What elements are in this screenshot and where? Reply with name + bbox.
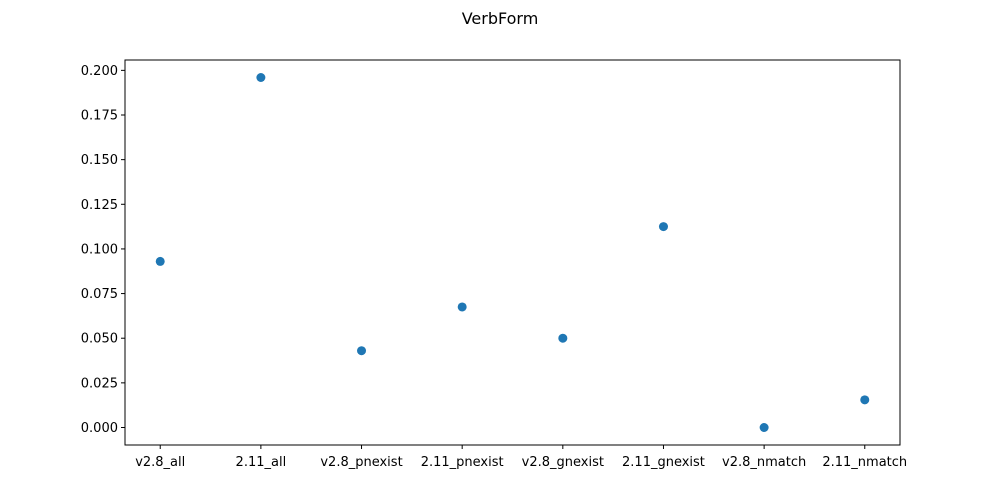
y-tick-label: 0.200 — [81, 64, 118, 79]
y-axis-ticks: 0.000 0.025 0.050 0.075 0.100 0.125 0.150 0.175… — [81, 64, 125, 436]
chart-title: VerbForm — [462, 9, 539, 28]
y-tick-label: 0.000 — [81, 421, 118, 436]
x-tick-label: v2.8_nmatch — [722, 455, 806, 470]
y-tick-label: 0.100 — [81, 242, 118, 257]
plot-frame — [124, 59, 901, 446]
y-tick-label: 0.050 — [81, 332, 118, 347]
y-tick-label: 0.125 — [81, 198, 118, 213]
y-tick-label: 0.150 — [81, 153, 118, 168]
x-tick-label: 2.11_gnexist — [622, 455, 705, 470]
data-point — [155, 256, 165, 266]
data-point — [357, 346, 367, 356]
y-tick-label: 0.075 — [81, 287, 118, 302]
data-point — [658, 222, 668, 232]
data-point — [759, 423, 769, 432]
x-axis-ticks: v2.8_all 2.11_all v2.8_pnexist 2.11_pnexist… — [135, 445, 907, 470]
data-point — [256, 73, 266, 82]
data-points — [155, 73, 870, 432]
data-point — [860, 395, 870, 405]
y-tick-label: 0.025 — [81, 376, 118, 391]
x-tick-label: 2.11_all — [236, 455, 287, 470]
y-tick-label: 0.175 — [81, 109, 118, 124]
data-point — [457, 302, 467, 312]
x-tick-label: v2.8_all — [135, 455, 185, 470]
x-tick-label: 2.11_nmatch — [822, 455, 907, 470]
x-tick-label: v2.8_gnexist — [522, 455, 604, 470]
x-tick-label: v2.8_pnexist — [320, 455, 402, 470]
x-tick-label: 2.11_pnexist — [421, 455, 504, 470]
data-point — [558, 333, 568, 343]
